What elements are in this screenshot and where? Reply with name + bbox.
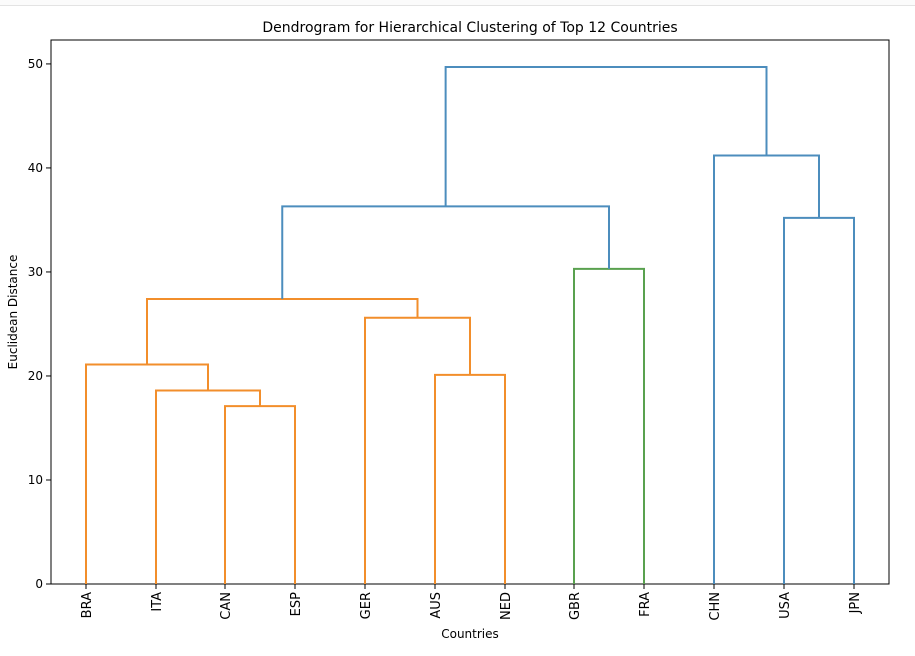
x-tick-label-gbr: GBR [568, 592, 583, 620]
x-axis-label: Countries [441, 627, 499, 641]
y-tick-label-0: 0 [35, 577, 43, 591]
x-tick-label-bra: BRA [80, 592, 95, 618]
notebook-top-rule [0, 0, 915, 6]
dendrogram-link-11 [444, 66, 768, 207]
dendrogram-link-7 [573, 267, 645, 584]
x-tick-label-ned: NED [499, 592, 514, 620]
plot-area [50, 39, 890, 585]
dendrogram-link-4 [85, 363, 209, 584]
x-tick-label-usa: USA [778, 592, 793, 619]
x-axis-leaves: BRA ITA CAN ESP GER AUS NED GBR FRA CHN USA JPN [80, 584, 863, 621]
x-tick-label-can: CAN [219, 592, 234, 620]
y-axis-ticks: 0 10 20 30 40 50 [28, 57, 51, 591]
y-tick-label-30: 30 [28, 265, 43, 279]
x-tick-label-ger: GER [359, 592, 374, 619]
x-tick-label-jpn: JPN [848, 592, 863, 614]
y-tick-label-10: 10 [28, 473, 43, 487]
y-tick-label-50: 50 [28, 57, 43, 71]
dendrogram-link-1 [224, 405, 296, 584]
y-tick-label-20: 20 [28, 369, 43, 383]
x-tick-label-ita: ITA [150, 592, 165, 612]
dendrogram-links [85, 66, 855, 584]
x-tick-label-chn: CHN [708, 592, 723, 621]
dendrogram-link-2 [155, 389, 261, 584]
dendrogram-link-5 [364, 316, 471, 584]
x-tick-label-esp: ESP [289, 592, 304, 616]
x-tick-label-fra: FRA [638, 592, 653, 617]
chart-title: Dendrogram for Hierarchical Clustering o… [262, 20, 677, 36]
dendrogram-link-10 [713, 154, 820, 584]
y-tick-label-40: 40 [28, 161, 43, 175]
y-axis-label: Euclidean Distance [6, 255, 20, 370]
x-tick-label-aus: AUS [429, 592, 444, 619]
